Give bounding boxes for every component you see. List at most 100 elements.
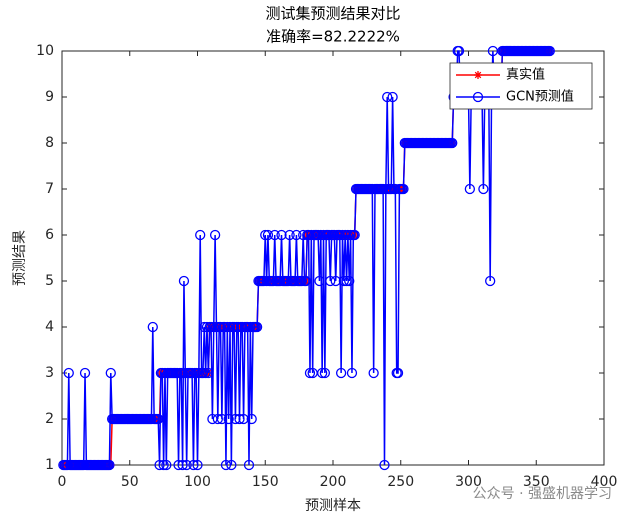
circle-marker (181, 459, 192, 471)
circle-marker (330, 275, 341, 287)
circle-marker (200, 367, 211, 379)
circle-marker (153, 413, 164, 425)
y-tick-label: 2 (45, 411, 54, 427)
x-tick-label: 400 (591, 474, 618, 490)
y-tick-label: 6 (45, 227, 54, 243)
circle-marker (319, 367, 331, 379)
circle-marker (304, 367, 316, 379)
circle-marker (334, 229, 345, 241)
circle-marker (172, 367, 183, 379)
circle-marker (197, 367, 209, 379)
circle-marker (147, 321, 158, 333)
circle-marker (246, 413, 257, 425)
circle-marker (329, 229, 340, 241)
x-tick-label: 350 (523, 474, 550, 490)
circle-marker (398, 183, 409, 195)
circle-marker (377, 183, 389, 195)
circle-marker (195, 229, 206, 241)
circle-marker (161, 459, 172, 471)
circle-marker (251, 321, 263, 333)
circle-marker (291, 229, 302, 241)
circle-marker (173, 459, 184, 471)
circle-marker (226, 459, 237, 471)
legend-box (449, 62, 593, 110)
circle-marker (223, 413, 234, 425)
x-tick-label: 50 (121, 474, 139, 490)
y-axis-label: 预测结果 (12, 230, 28, 286)
circle-marker (379, 459, 390, 471)
circle-marker (382, 91, 393, 103)
legend: 真实值 GCN预测值 (449, 62, 593, 110)
circle-marker (228, 321, 240, 333)
legend-label: GCN预测值 (506, 89, 574, 105)
circle-marker (243, 459, 255, 471)
circle-marker (335, 367, 347, 379)
y-tick-label: 4 (45, 319, 54, 335)
circle-marker (216, 413, 228, 425)
circle-marker (325, 275, 336, 287)
y-tick-label: 3 (45, 365, 54, 381)
circle-marker (315, 229, 326, 241)
legend-label: 真实值 (506, 67, 545, 83)
circle-marker (390, 183, 401, 195)
circle-marker (104, 459, 115, 471)
y-tick-label: 1 (45, 457, 54, 473)
circle-marker (212, 413, 223, 425)
circle-marker (447, 137, 458, 149)
circle-marker (158, 459, 169, 471)
circle-marker (209, 229, 221, 241)
circle-marker (262, 229, 274, 241)
circle-marker (63, 367, 74, 379)
circle-marker (284, 229, 295, 241)
circle-marker (314, 275, 325, 287)
circle-marker (146, 413, 157, 425)
circle-marker (224, 321, 236, 333)
x-tick-label: 300 (455, 474, 482, 490)
circle-marker (337, 229, 348, 241)
circle-marker (485, 275, 496, 287)
circle-marker (296, 275, 307, 287)
circle-marker (298, 229, 309, 241)
circle-marker (275, 275, 286, 287)
circle-marker (154, 459, 165, 471)
x-tick-label: 250 (387, 474, 414, 490)
circle-marker (387, 91, 398, 103)
y-tick-label: 10 (36, 43, 54, 59)
x-tick-label: 0 (58, 474, 67, 490)
circle-marker (345, 229, 356, 241)
circle-marker (230, 413, 241, 425)
legend-marker (474, 71, 482, 79)
circle-marker (105, 367, 116, 379)
circle-marker (346, 367, 358, 379)
circle-marker (245, 321, 256, 333)
x-tick-label: 150 (252, 474, 279, 490)
x-tick-label: 200 (320, 474, 347, 490)
circle-marker (211, 321, 222, 333)
circle-marker (188, 459, 199, 471)
circle-marker (338, 275, 349, 287)
chart-title: 测试集预测结果对比 (265, 5, 400, 23)
x-tick-label: 100 (184, 474, 211, 490)
circle-marker (178, 275, 190, 287)
circle-marker (79, 367, 91, 379)
circle-marker (237, 321, 248, 333)
legend-marker (472, 91, 484, 103)
circle-marker (177, 459, 188, 471)
y-tick-label: 5 (45, 273, 54, 289)
circle-marker (368, 367, 379, 379)
circle-marker (317, 367, 328, 379)
circle-marker (342, 229, 354, 241)
circle-marker (269, 229, 280, 241)
circle-marker (341, 275, 352, 287)
circle-marker (238, 413, 249, 425)
y-tick-label: 7 (45, 181, 54, 197)
circle-marker (453, 45, 465, 57)
circle-marker (392, 367, 404, 379)
circle-marker (349, 229, 360, 241)
circle-marker (344, 275, 355, 287)
y-tick-label: 8 (45, 135, 54, 151)
watermark: 公众号 · 强盛机器学习 (473, 486, 612, 502)
circle-marker (544, 45, 555, 57)
circle-marker (192, 459, 203, 471)
